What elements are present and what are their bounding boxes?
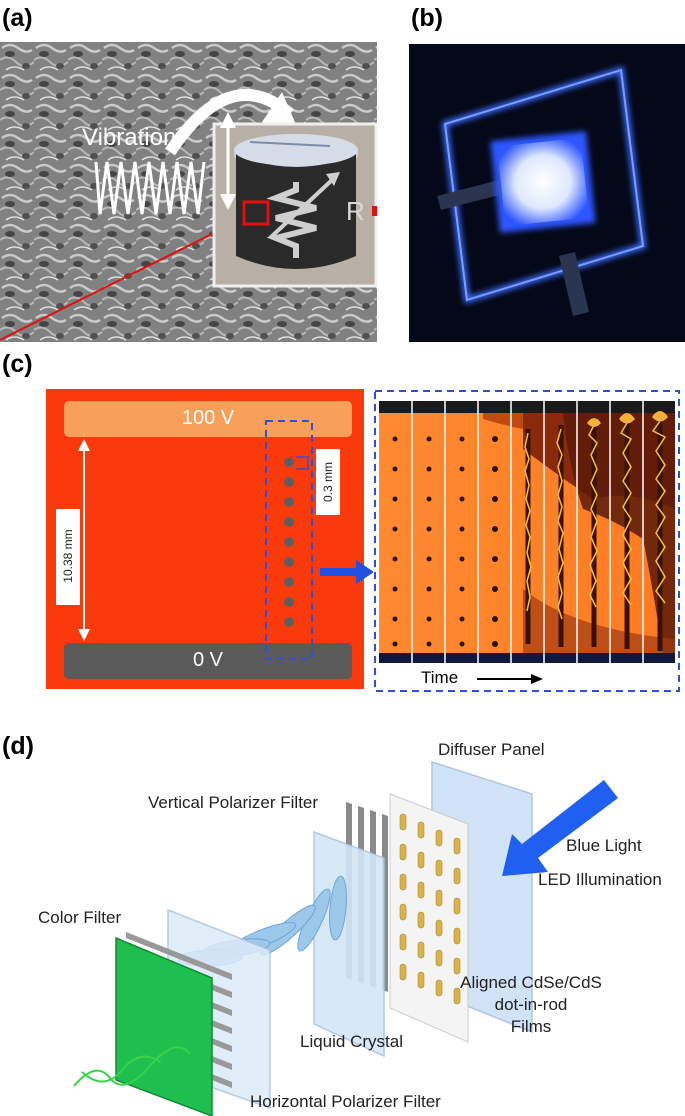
vertical-polarizer-label: Vertical Polarizer Filter [148, 793, 319, 812]
spacing-dimension-label: 0.3 mm [321, 462, 335, 503]
panel-c-label: (c) [2, 350, 33, 378]
panel-a-label: (a) [2, 4, 33, 32]
blue-arrow-icon [320, 560, 376, 584]
panel-d-lcd-stack: Diffuser Panel Vertical Polarizer Filter… [0, 740, 685, 1116]
top-electrode-label: 100 V [181, 407, 235, 429]
vibration-label: Vibration [82, 124, 177, 151]
color-filter-label: Color Filter [38, 908, 122, 927]
resistor-icon [266, 182, 317, 258]
gap-dimension-box [56, 509, 80, 605]
panel-d-label: (d) [2, 732, 34, 760]
panel-c-schematic: 100 V 0 V 10.38 mm 0.3 mm [46, 389, 364, 689]
led-illumination-label: LED Illumination [538, 870, 662, 889]
top-electrode [64, 401, 352, 437]
panel-c-time-series: Time [373, 389, 681, 693]
panel-b-photo [409, 44, 685, 342]
aligned-films-line-3: Films [510, 1017, 552, 1036]
panel-b-label: (b) [411, 4, 443, 32]
spacing-dimension-box [316, 449, 340, 515]
resistor-label: R [346, 196, 365, 226]
blue-light-label: Blue Light [566, 836, 642, 855]
aligned-films-line-2: dot-in-rod [494, 995, 568, 1014]
bottom-electrode [64, 643, 352, 679]
panel-a-sem-image: Vibration R [0, 42, 377, 342]
aligned-films-line-1: Aligned CdSe/CdS [460, 973, 602, 992]
horizontal-polarizer-label: Horizontal Polarizer Filter [250, 1092, 441, 1111]
gap-dimension-label: 10.38 mm [61, 529, 75, 583]
diffuser-panel-label: Diffuser Panel [438, 740, 545, 759]
bottom-electrode-label: 0 V [192, 649, 224, 671]
spring-icon [94, 161, 206, 215]
liquid-crystal-label: Liquid Crystal [300, 1032, 403, 1051]
time-axis-label: Time [421, 668, 459, 687]
aligned-films-label: Aligned CdSe/CdS dot-in-rod Films [456, 972, 606, 1038]
